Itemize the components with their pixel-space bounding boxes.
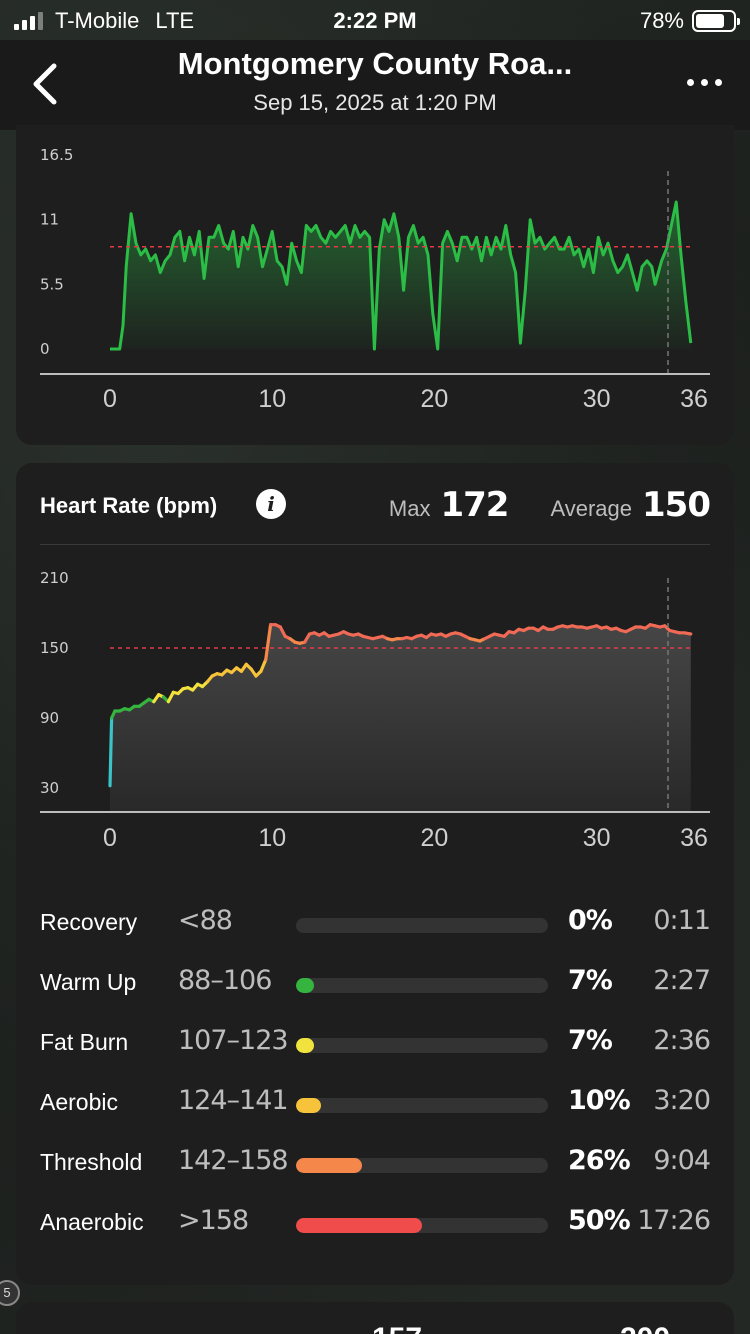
hr-y-tick: 90 [40,709,59,727]
carrier-name: T-Mobile [55,8,140,33]
zone-bar-track [296,1038,548,1053]
average-value: 150 [642,485,711,525]
max-label: Max [388,496,431,521]
speed-x-tick: 0 [103,385,117,413]
speed-y-tick: 5.5 [40,275,64,293]
heart-rate-chart[interactable]: 210 150 90 30 0 10 20 30 36 [16,558,734,958]
back-button[interactable] [28,62,64,106]
speed-x-tick: 36 [680,385,708,413]
elevation-gain-value: 157 [372,1322,422,1334]
zone-bar-fill [296,1218,422,1233]
hr-y-tick: 30 [40,779,59,797]
info-icon[interactable]: i [256,489,286,519]
zone-range: 88–106 [178,965,272,996]
hr-line-segment [166,690,175,704]
heart-rate-title: Heart Rate (bpm) [40,493,218,518]
more-dots-icon [686,78,694,86]
speed-chart-card: 16.5 11 5.5 0 0 10 20 30 36 [16,125,734,445]
page-title: Montgomery County Roa... [177,46,573,81]
speed-x-tick: 30 [583,385,611,413]
speed-y-tick: 0 [40,340,50,358]
hr-line-segment [278,625,287,638]
page-subtitle: Sep 15, 2025 at 1:20 PM [253,90,497,115]
zone-bar-track [296,918,548,933]
elevation-card: 157 200 [16,1302,734,1334]
hr-x-tick: 20 [421,824,449,852]
speed-chart[interactable]: 16.5 11 5.5 0 0 10 20 30 36 [16,125,734,445]
speed-x-tick: 10 [258,385,286,413]
zone-name: Fat Burn [40,1029,129,1055]
zone-bar-track [296,978,548,993]
zone-range: <88 [178,905,233,936]
zone-percent: 10% [568,1085,631,1116]
zone-name: Threshold [40,1149,143,1175]
zone-name: Warm Up [40,969,137,995]
more-dot [714,78,722,86]
hr-line-segment [108,716,114,788]
hr-y-tick: 150 [40,639,69,657]
heart-rate-card: Heart Rate (bpm) i Max 172 Average 150 2… [16,463,734,1285]
battery-icon [692,10,740,32]
speed-y-tick: 16.5 [40,146,73,164]
zone-range: >158 [178,1205,249,1236]
chevron-left-icon [33,63,57,105]
speed-y-tick: 11 [40,211,59,229]
zone-bar-track [296,1098,548,1113]
hr-x-tick: 30 [583,824,611,852]
zone-percent: 50% [568,1205,631,1236]
zone-range: 107–123 [178,1025,289,1056]
zone-row-warm-up: Warm Up 88–106 7% 2:27 [40,963,711,1003]
zone-bar-track [296,1158,548,1173]
zone-bar-fill [296,1158,362,1173]
zone-bar-fill [296,1038,314,1053]
zone-time: 2:36 [653,1025,711,1056]
average-label: Average [550,496,633,521]
zone-time: 3:20 [653,1085,711,1116]
zone-percent: 7% [568,1025,613,1056]
hr-y-tick: 210 [40,569,69,587]
hr-line-segment [264,623,273,662]
hr-x-tick: 36 [680,824,708,852]
hr-area [110,624,691,811]
network-type: LTE [155,8,195,33]
zone-bar-track [296,1218,548,1233]
hr-x-tick: 0 [103,824,117,852]
status-bar: T-Mobile LTE 2:22 PM 78% [0,0,750,40]
zone-time: 0:11 [653,905,711,936]
zone-time: 9:04 [653,1145,711,1176]
hr-x-tick: 10 [258,824,286,852]
speed-x-tick: 20 [421,385,449,413]
zone-row-aerobic: Aerobic 124–141 10% 3:20 [40,1083,711,1123]
zone-percent: 26% [568,1145,631,1176]
zone-bar-fill [296,978,314,993]
signal-icon [14,12,43,30]
zone-name: Aerobic [40,1089,118,1115]
elevation-loss-value: 200 [620,1322,670,1334]
max-value: 172 [440,485,509,525]
zone-bar-fill [296,1098,322,1113]
zone-time: 17:26 [637,1205,711,1236]
zone-percent: 7% [568,965,613,996]
zone-row-threshold: Threshold 142–158 26% 9:04 [40,1143,711,1183]
zone-row-fat-burn: Fat Burn 107–123 7% 2:36 [40,1023,711,1063]
more-dot [700,78,708,86]
zone-range: 124–141 [178,1085,289,1116]
divider [40,544,710,545]
more-options-button[interactable] [682,70,726,94]
navigation-bar: Montgomery County Roa... Sep 15, 2025 at… [0,40,750,130]
battery-percent: 78% [639,8,684,33]
speed-area [110,202,691,349]
zone-range: 142–158 [178,1145,289,1176]
map-marker-badge[interactable]: 5 [0,1280,20,1306]
zone-row-recovery: Recovery <88 0% 0:11 [40,903,711,943]
hr-line-segment [682,631,693,636]
zone-row-anaerobic: Anaerobic >158 50% 17:26 [40,1203,711,1243]
hr-line-segment [259,658,268,673]
speed-line [110,200,693,351]
zone-time: 2:27 [653,965,711,996]
clock: 2:22 PM [333,8,417,33]
zone-percent: 0% [568,905,613,936]
zone-name: Recovery [40,909,138,935]
zone-name: Anaerobic [40,1209,144,1235]
